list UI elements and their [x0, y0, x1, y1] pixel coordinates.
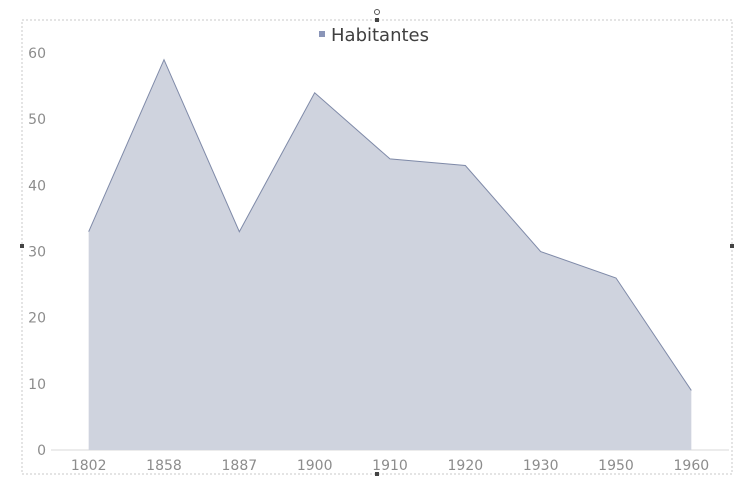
y-axis: 0 10 20 30 40 50 60	[28, 46, 46, 459]
legend-label: Habitantes	[331, 25, 429, 46]
handle-top[interactable]	[375, 18, 379, 22]
series-line	[88, 58, 692, 391]
x-tick-label: 1920	[448, 458, 484, 474]
y-tick-label: 30	[28, 245, 46, 261]
legend-marker	[319, 31, 325, 37]
x-tick-label: 1950	[598, 458, 634, 474]
rotate-handle[interactable]	[374, 9, 380, 15]
y-tick-label: 60	[28, 46, 46, 62]
x-tick-label: 1960	[674, 458, 710, 474]
y-tick-label: 50	[28, 112, 46, 128]
handle-right[interactable]	[730, 244, 734, 248]
x-tick-label: 1858	[146, 458, 182, 474]
legend: Habitantes	[319, 25, 429, 46]
x-tick-label: 1900	[297, 458, 333, 474]
y-tick-label: 40	[28, 178, 46, 194]
x-tick-label: 1802	[71, 458, 107, 474]
handle-bottom[interactable]	[375, 472, 379, 476]
y-tick-label: 0	[37, 443, 46, 459]
x-axis: 1802 1858 1887 1900 1910 1920 1930 1950 1960	[51, 449, 729, 474]
handle-left[interactable]	[20, 244, 24, 248]
y-tick-label: 10	[28, 377, 46, 393]
series-area[interactable]	[88, 59, 692, 450]
x-tick-label: 1887	[222, 458, 258, 474]
plot-area	[88, 58, 692, 450]
x-tick-label: 1930	[523, 458, 559, 474]
y-tick-label: 20	[28, 311, 46, 327]
x-tick-label: 1910	[372, 458, 408, 474]
